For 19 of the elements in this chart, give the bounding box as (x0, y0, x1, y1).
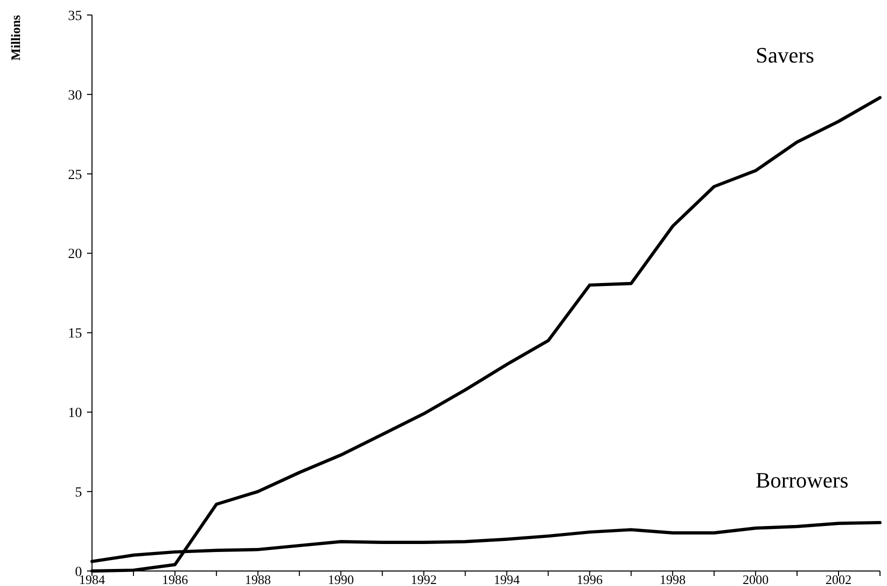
y-tick-label: 35 (68, 8, 82, 24)
x-tick-label: 1986 (162, 572, 188, 586)
x-tick-label: 2002 (826, 572, 852, 586)
y-tick-label: 30 (68, 88, 82, 104)
x-tick-label: 1988 (244, 572, 271, 586)
x-tick-label: 1994 (494, 572, 520, 586)
x-tick-label: 1992 (410, 572, 437, 586)
y-tick-label: 25 (68, 168, 82, 183)
y-tick-label: 15 (68, 326, 82, 342)
y-tick-label: 10 (68, 406, 82, 422)
text: Savers (756, 42, 814, 68)
x-tick-label: 2000 (742, 572, 769, 586)
series-label: Borrowers (756, 468, 848, 493)
y-tick-label: 20 (68, 247, 82, 262)
x-tick-label: 1996 (576, 572, 604, 586)
y-tick-label: 5 (75, 485, 82, 500)
x-tick-label: 1998 (660, 572, 686, 586)
y-axis-title: Millions (8, 15, 23, 61)
x-tick-label: 1990 (328, 572, 354, 586)
